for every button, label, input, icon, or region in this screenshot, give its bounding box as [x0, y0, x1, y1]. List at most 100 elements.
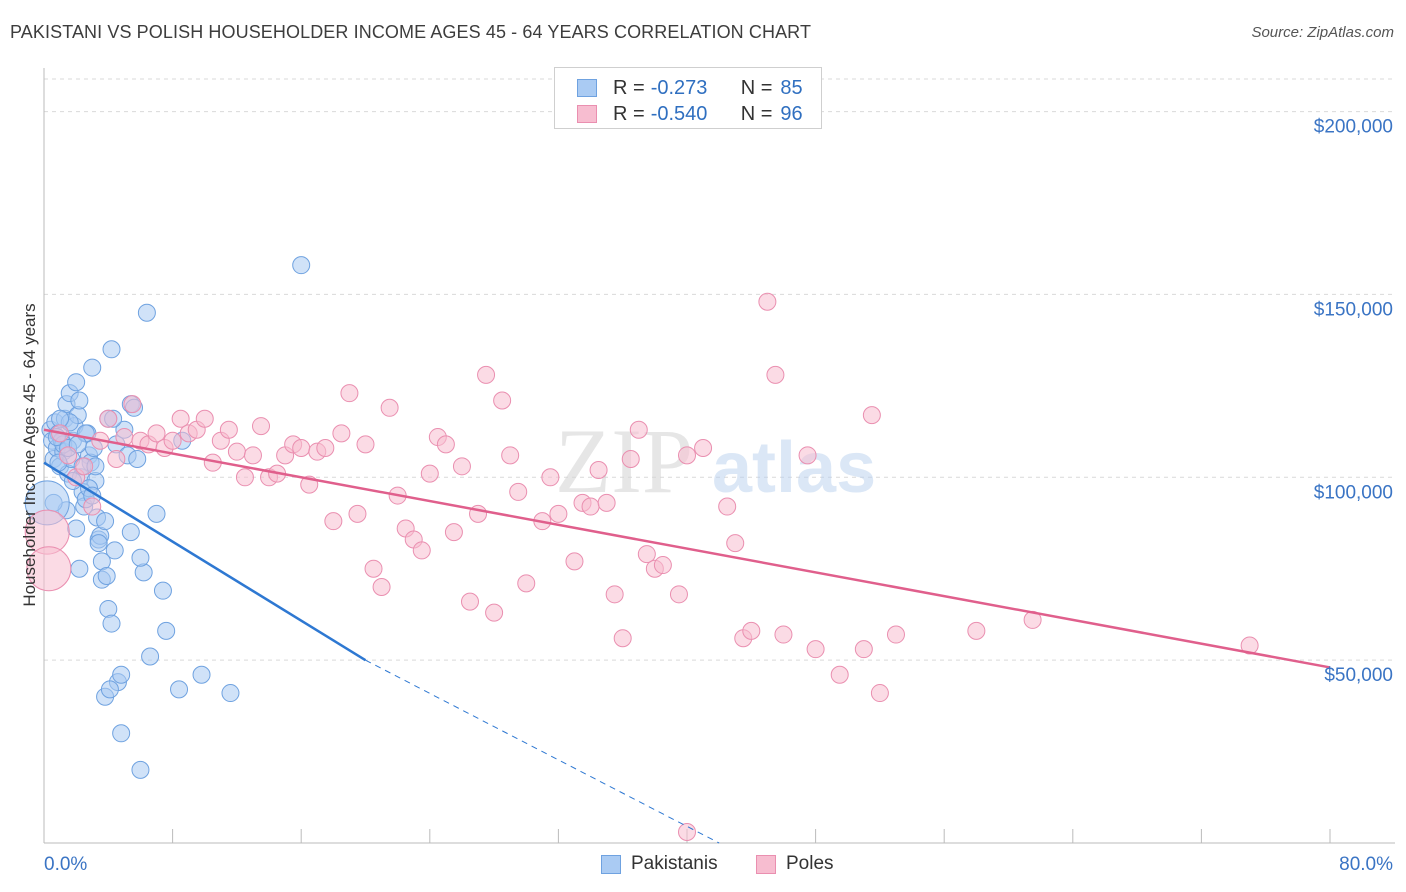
chart-source: Source: ZipAtlas.com	[1251, 24, 1394, 41]
legend-row-poles: R = -0.540 N = 96	[577, 102, 803, 126]
data-point	[221, 684, 240, 703]
data-point	[83, 358, 102, 377]
series-poles	[24, 292, 1259, 842]
legend-row-pakistanis: R = -0.273 N = 85	[577, 76, 803, 100]
data-point	[70, 559, 89, 578]
data-point	[718, 497, 737, 516]
data-point	[766, 365, 785, 384]
data-point-large	[26, 546, 72, 592]
data-point	[59, 446, 78, 465]
data-point	[75, 457, 94, 476]
y-tick-label: $200,000	[1314, 117, 1393, 138]
data-point	[678, 823, 696, 842]
data-point	[726, 534, 745, 553]
data-point	[219, 420, 238, 439]
data-point	[613, 629, 632, 648]
trend-extension-pakistanis	[365, 659, 720, 844]
y-axis-label: Householder Income Ages 45 - 64 years	[20, 303, 39, 606]
data-point	[621, 450, 640, 468]
legend-n-value: 96	[780, 102, 803, 125]
legend-n-value: 85	[780, 76, 803, 99]
series-pakistanis	[24, 256, 311, 779]
data-point	[99, 409, 118, 428]
data-point	[340, 384, 359, 403]
data-point	[292, 256, 311, 275]
data-point	[509, 482, 528, 501]
series-legend-pakistanis: Pakistanis	[601, 852, 718, 876]
data-point	[96, 512, 115, 531]
data-point	[565, 552, 584, 571]
chart-title: PAKISTANI VS POLISH HOUSEHOLDER INCOME A…	[10, 22, 812, 42]
data-point	[501, 446, 520, 465]
y-tick-label: $150,000	[1314, 299, 1393, 320]
data-point	[758, 292, 777, 311]
data-point	[112, 724, 131, 743]
data-point	[332, 424, 351, 443]
data-point	[153, 581, 172, 600]
data-point	[742, 621, 761, 640]
trend-line-pakistanis	[43, 461, 367, 662]
data-point	[653, 556, 672, 575]
data-point	[694, 439, 713, 458]
data-point	[99, 599, 118, 618]
data-point	[235, 468, 254, 487]
data-point	[157, 621, 176, 640]
data-point	[420, 464, 439, 483]
trend-lines	[43, 428, 1331, 844]
legend-n-label: N =	[740, 102, 773, 125]
data-point	[870, 684, 889, 703]
data-point	[541, 468, 560, 487]
tick-labels: $50,000 $100,000 $150,000 $200,000 0.0% 80.0%	[44, 117, 1393, 875]
data-point	[806, 640, 825, 659]
data-point	[97, 567, 116, 586]
trend-line-poles	[43, 428, 1331, 669]
data-point	[137, 303, 156, 322]
data-point	[243, 446, 262, 465]
data-point	[549, 504, 568, 523]
data-point	[485, 603, 504, 622]
data-point	[678, 446, 696, 465]
data-point	[830, 665, 849, 684]
data-point	[131, 760, 150, 779]
data-point	[581, 497, 600, 516]
data-point	[192, 665, 211, 684]
data-point	[356, 435, 375, 454]
data-point	[70, 391, 89, 410]
data-point	[1240, 636, 1259, 655]
x-tick-label: 80.0%	[1339, 854, 1393, 875]
legend-swatch-poles	[577, 105, 597, 123]
data-point	[364, 559, 383, 578]
series-label-pakistanis: Pakistanis	[631, 853, 718, 874]
gridlines	[44, 78, 1395, 661]
data-point	[517, 574, 536, 593]
data-point	[669, 585, 688, 604]
data-point	[128, 450, 147, 468]
data-point	[292, 439, 311, 458]
data-point	[141, 647, 160, 666]
y-tick-label: $50,000	[1324, 665, 1393, 686]
data-point	[134, 563, 153, 582]
data-point	[121, 523, 140, 542]
data-point	[774, 625, 793, 644]
series-swatch-pakistanis	[601, 854, 621, 874]
data-point	[436, 435, 455, 454]
data-point	[798, 446, 817, 465]
legend-r-value: -0.273	[650, 76, 708, 99]
series-swatch-poles	[756, 854, 776, 874]
data-point	[83, 497, 102, 516]
data-point	[147, 504, 166, 523]
data-point	[67, 519, 86, 538]
data-point	[886, 625, 905, 644]
watermark: ZIP atlas	[555, 410, 876, 512]
data-point	[112, 665, 131, 684]
data-point	[100, 680, 119, 699]
data-point	[372, 578, 391, 596]
data-point	[324, 512, 343, 531]
data-point	[862, 406, 881, 425]
legend-r-label: R =	[613, 76, 645, 99]
data-point	[105, 541, 124, 560]
data-point	[460, 592, 479, 611]
data-points	[24, 256, 1259, 842]
data-point	[452, 457, 471, 476]
